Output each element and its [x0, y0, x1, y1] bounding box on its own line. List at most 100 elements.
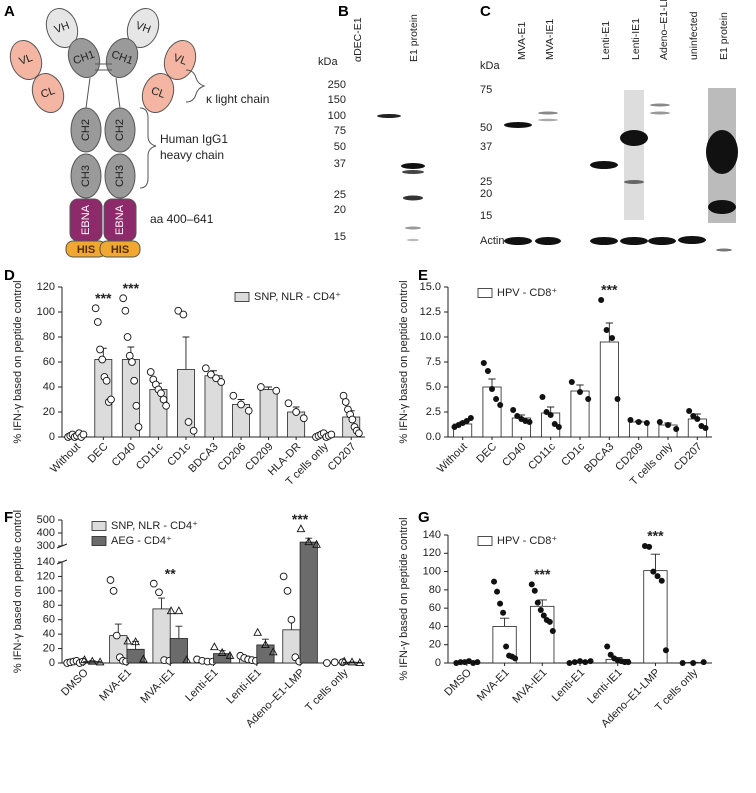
y-tick-label: 40 — [429, 620, 441, 632]
data-point — [662, 647, 669, 654]
x-tick-label: CD207 — [672, 441, 705, 474]
data-point — [279, 572, 288, 581]
marker-label: 25 — [480, 176, 492, 188]
y-tick-label: 5.0 — [426, 381, 441, 393]
band — [624, 180, 644, 184]
x-tick-label: T cells only — [303, 666, 351, 714]
data-point — [225, 650, 235, 659]
marker-label: 100 — [328, 110, 346, 122]
band — [538, 111, 558, 115]
annotation: aa 400–641 — [150, 212, 214, 226]
band — [401, 163, 425, 169]
domain-label: VH — [53, 20, 72, 37]
domain-label: CH2 — [80, 119, 92, 141]
band — [678, 236, 706, 244]
y-tick-label: 10.0 — [420, 331, 441, 343]
y-tick-label: 80 — [429, 584, 441, 596]
data-point — [123, 333, 132, 341]
band — [590, 237, 618, 245]
marker-label: 15 — [480, 210, 492, 222]
data-point — [261, 640, 270, 649]
data-point — [656, 419, 663, 425]
data-point — [493, 396, 500, 402]
brace — [185, 69, 206, 103]
x-tick-label: DMSO — [59, 666, 91, 698]
x-tick-label: CD206 — [216, 441, 249, 474]
domain-shape — [99, 240, 141, 258]
data-point — [539, 394, 546, 400]
data-point — [650, 568, 657, 575]
band — [535, 237, 561, 245]
data-point — [174, 306, 183, 315]
data-point — [272, 386, 281, 395]
domain-label: HIS — [111, 244, 129, 256]
domain-label: CH3 — [80, 165, 92, 187]
legend-swatch — [477, 288, 493, 298]
x-tick-label: CD11c — [134, 440, 166, 472]
bar — [152, 608, 171, 664]
y-tick-label: 2.5 — [426, 406, 441, 418]
data-point — [149, 579, 158, 588]
marker-label: 37 — [334, 158, 346, 170]
band — [403, 195, 423, 201]
data-point — [510, 407, 517, 413]
data-point — [625, 659, 632, 666]
panel-label: D — [4, 267, 15, 284]
marker-label: 15 — [334, 231, 346, 243]
data-point — [635, 419, 642, 425]
legend-label: SNP, NLR - CD4⁺ — [254, 291, 341, 303]
data-point — [480, 360, 487, 366]
y-tick-label: 120 — [37, 281, 55, 293]
data-point — [128, 358, 136, 366]
marker-label: 150 — [328, 94, 346, 106]
data-point — [91, 304, 100, 313]
domain-shape — [67, 38, 101, 78]
band — [620, 130, 648, 146]
data-point — [582, 659, 589, 666]
data-point — [157, 389, 165, 398]
y-tick-label: 40 — [43, 628, 55, 640]
data-point — [546, 618, 553, 625]
x-tick-label: MVA-IE1 — [138, 667, 177, 706]
panel-label: B — [338, 3, 349, 20]
data-point — [526, 419, 533, 425]
data-point — [166, 606, 176, 615]
data-point — [229, 391, 238, 400]
domain-label: CH3 — [114, 165, 126, 187]
data-point — [184, 418, 193, 426]
domain-label: EBNA — [114, 204, 126, 235]
error-bar — [158, 597, 166, 609]
data-point — [491, 578, 498, 585]
data-point — [540, 612, 547, 619]
x-tick-label: Without — [435, 441, 470, 476]
data-point — [125, 351, 134, 360]
data-point — [323, 659, 331, 667]
hinge — [85, 77, 91, 109]
data-point — [658, 577, 665, 584]
domain-shape — [70, 107, 102, 153]
data-point — [80, 655, 89, 664]
y-axis-label: % IFN-γ based on peptide control — [12, 280, 24, 443]
legend-swatch — [91, 521, 107, 531]
data-point — [212, 374, 220, 383]
error-bar — [88, 660, 96, 662]
domain-label: VL — [18, 52, 35, 68]
domain-shape — [31, 73, 65, 113]
data-point — [528, 581, 535, 588]
domain-label: CL — [39, 85, 56, 101]
y-axis-label: % IFN-γ based on peptide control — [398, 517, 410, 680]
marker-label: 250 — [328, 79, 346, 91]
data-point — [500, 609, 507, 616]
error-bar — [547, 406, 555, 413]
data-point — [339, 656, 349, 665]
y-tick-label: 100 — [37, 585, 55, 597]
band — [620, 237, 648, 245]
significance: *** — [123, 280, 140, 296]
y-tick-label: 0.0 — [426, 431, 441, 443]
data-point — [467, 415, 474, 421]
lane-label: Adeno–E1-LMP — [658, 0, 670, 60]
lane-label: Lenti-E1 — [600, 21, 612, 60]
data-point — [654, 573, 661, 580]
bar — [599, 341, 619, 438]
annotation: heavy chain — [160, 148, 224, 162]
